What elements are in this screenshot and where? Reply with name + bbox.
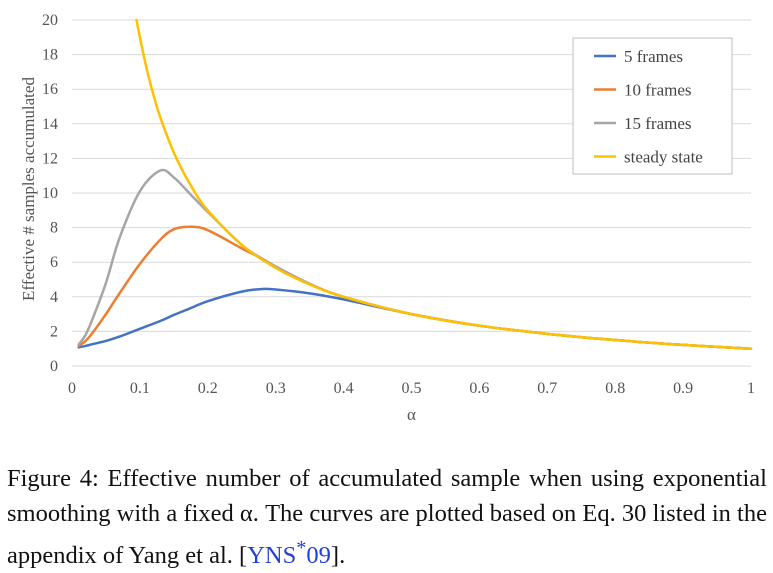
x-tick-label: 0.5	[402, 380, 422, 397]
series-line-5-frames	[77, 287, 753, 350]
y-tick-label: 8	[50, 220, 58, 237]
y-tick-label: 4	[50, 289, 58, 306]
figure-caption: Figure 4: Effective number of accumulate…	[7, 461, 767, 573]
x-tick-label: 0	[68, 380, 76, 397]
series-line-steady-state	[135, 18, 753, 350]
legend-label-5-frames: 5 frames	[624, 47, 683, 66]
legend-box	[572, 37, 733, 175]
series-lines	[77, 18, 753, 350]
series-line-15-frames	[77, 168, 753, 350]
y-axis-ticks: 0 2 4 6 8 10 12 14 16 18 20	[42, 12, 58, 375]
legend-label-10-frames: 10 frames	[624, 81, 692, 100]
y-tick-label: 6	[50, 254, 58, 271]
y-tick-label: 18	[42, 47, 58, 64]
y-tick-label: 20	[42, 12, 58, 29]
x-tick-label: 0.7	[537, 380, 557, 397]
x-tick-label: 0.6	[469, 380, 489, 397]
legend: 5 frames 10 frames 15 frames steady state	[572, 37, 733, 175]
y-tick-label: 2	[50, 323, 58, 340]
x-tick-label: 1	[747, 380, 755, 397]
citation-tail: 09	[306, 542, 331, 570]
series-line-10-frames	[77, 225, 753, 350]
citation-sup: *	[296, 537, 307, 559]
caption-text-1: Figure 4: Effective number of accumulate…	[7, 465, 767, 527]
y-tick-label: 10	[42, 185, 58, 202]
x-axis-label: α	[407, 405, 416, 424]
citation-link[interactable]: YNS*09	[247, 537, 331, 570]
x-axis-ticks: 0 0.1 0.2 0.3 0.4 0.5 0.6 0.7 0.8 0.9 1	[68, 380, 755, 397]
caption-alpha: α	[239, 500, 253, 527]
x-tick-label: 0.4	[334, 380, 354, 397]
citation-main: YNS	[247, 542, 297, 570]
caption-text-2: . The curves are plotted based on Eq. 30…	[7, 500, 767, 570]
line-chart: 0 2 4 6 8 10 12 14 16 18 20 0 0.1 0.2 0.3 0.4 0.5 0.6 0.7…	[19, 12, 755, 424]
y-tick-label: 12	[42, 150, 58, 167]
y-tick-label: 0	[50, 358, 58, 375]
y-tick-label: 14	[42, 116, 58, 133]
x-tick-label: 0.8	[605, 380, 625, 397]
x-tick-label: 0.3	[266, 380, 286, 397]
legend-label-steady-state: steady state	[624, 148, 703, 167]
x-tick-label: 0.2	[198, 380, 218, 397]
x-tick-label: 0.9	[673, 380, 693, 397]
y-axis-label: Effective # samples accumulated	[19, 77, 38, 301]
y-tick-label: 16	[42, 81, 58, 98]
legend-label-15-frames: 15 frames	[624, 114, 692, 133]
x-tick-label: 0.1	[130, 380, 150, 397]
caption-text-3: ].	[330, 542, 346, 570]
